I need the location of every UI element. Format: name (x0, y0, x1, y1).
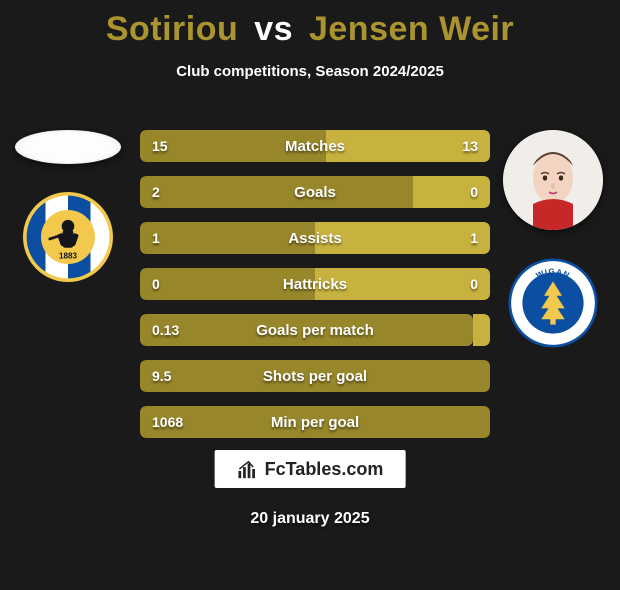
club2-badge: WIGAN ATHLETIC (508, 258, 598, 348)
player2-face-icon (503, 130, 603, 230)
title-vs: vs (254, 10, 293, 48)
title-player1: Sotiriou (106, 10, 238, 48)
club1-year: 1883 (59, 252, 77, 261)
stat-row: 00Hattricks (140, 268, 490, 300)
subtitle: Club competitions, Season 2024/2025 (0, 63, 620, 80)
stat-row: 0.13Goals per match (140, 314, 490, 346)
club1-badge: 1883 (23, 192, 113, 282)
left-column: 1883 (10, 130, 125, 282)
right-column: WIGAN ATHLETIC (495, 130, 610, 348)
stat-row: 20Goals (140, 176, 490, 208)
date-text: 20 january 2025 (0, 510, 620, 528)
chart-icon (237, 458, 259, 480)
stat-label: Shots per goal (140, 368, 490, 385)
page-title: Sotiriou vs Jensen Weir (0, 10, 620, 49)
stat-label: Assists (140, 230, 490, 247)
bristol-rovers-icon: 1883 (23, 192, 113, 282)
stat-label: Min per goal (140, 414, 490, 431)
branding-text: FcTables.com (265, 459, 384, 480)
branding-badge: FcTables.com (215, 450, 406, 488)
title-player2: Jensen Weir (309, 10, 514, 48)
player2-photo (503, 130, 603, 230)
stat-row: 9.5Shots per goal (140, 360, 490, 392)
wigan-athletic-icon: WIGAN ATHLETIC (508, 258, 598, 348)
stat-label: Hattricks (140, 276, 490, 293)
player1-photo (15, 130, 121, 164)
stat-row: 11Assists (140, 222, 490, 254)
stat-row: 1068Min per goal (140, 406, 490, 438)
stat-label: Matches (140, 138, 490, 155)
stat-label: Goals per match (140, 322, 490, 339)
stat-row: 1513Matches (140, 130, 490, 162)
stat-label: Goals (140, 184, 490, 201)
stats-bars: 1513Matches 20Goals 11Assists 00Hattricks 0.… (140, 130, 490, 438)
